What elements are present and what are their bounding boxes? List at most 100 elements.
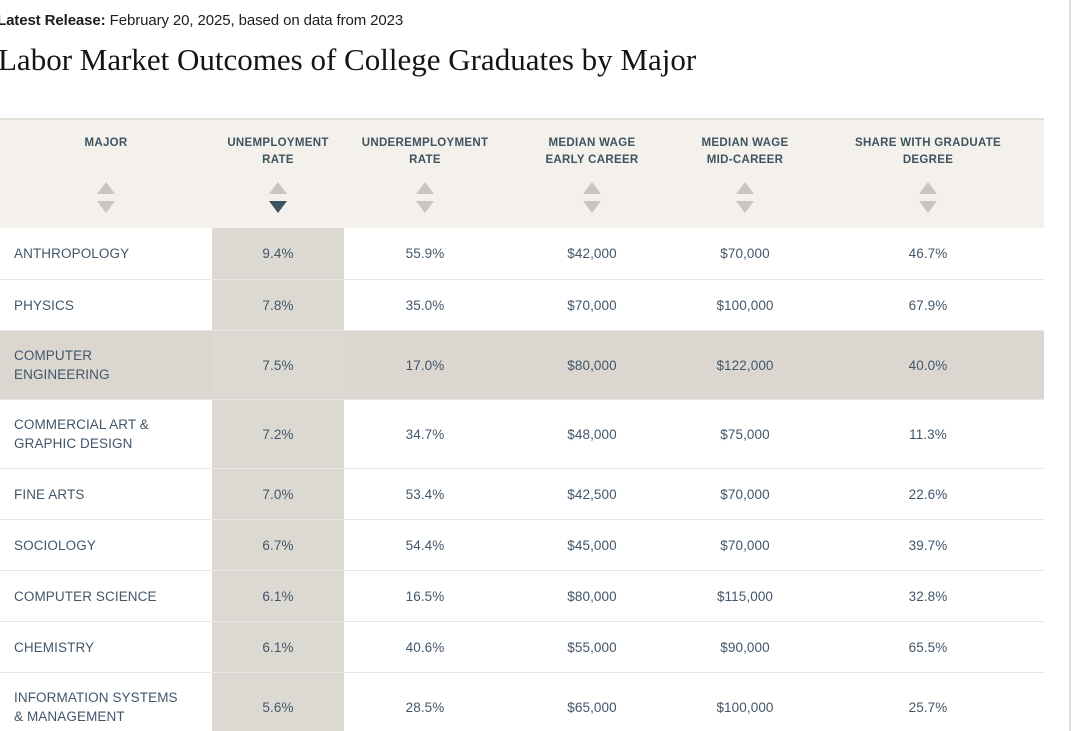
- table-row[interactable]: COMMERCIAL ART & GRAPHIC DESIGN 7.2% 34.…: [0, 399, 1044, 468]
- median-wage-mid-career-value: $100,000: [716, 699, 774, 715]
- sort-descending-icon[interactable]: [736, 201, 754, 213]
- share-with-graduate-degree-value: 32.8%: [908, 588, 948, 604]
- table-row[interactable]: ANTHROPOLOGY 9.4% 55.9% $42,000 $70,000 …: [0, 228, 1044, 279]
- share-with-graduate-degree-value: 65.5%: [908, 639, 948, 655]
- median-wage-early-career-cell: $65,000: [506, 673, 678, 731]
- major-label: COMPUTER ENGINEERING: [14, 348, 110, 382]
- column-header-median-wage-early-career-label: MEDIAN WAGE EARLY CAREER: [545, 137, 639, 166]
- median-wage-early-career-value: $42,500: [567, 486, 617, 502]
- table-body: ANTHROPOLOGY 9.4% 55.9% $42,000 $70,000 …: [0, 228, 1044, 731]
- sort-descending-icon[interactable]: [583, 201, 601, 213]
- unemployment-rate-value: 6.1%: [262, 639, 294, 655]
- median-wage-early-career-value: $70,000: [567, 297, 617, 313]
- latest-release-line: Latest Release: February 20, 2025, based…: [0, 12, 1080, 30]
- column-header-median-wage-mid-career[interactable]: MEDIAN WAGE MID-CAREER: [678, 120, 812, 228]
- underemployment-rate-value: 28.5%: [405, 699, 445, 715]
- sort-ascending-icon[interactable]: [583, 182, 601, 194]
- sort-arrows-underemployment-rate: [416, 182, 434, 213]
- table-row[interactable]: FINE ARTS 7.0% 53.4% $42,500 $70,000 22.…: [0, 468, 1044, 519]
- share-with-graduate-degree-cell: 32.8%: [812, 571, 1044, 621]
- underemployment-rate-cell: 16.5%: [344, 571, 506, 621]
- major-cell: INFORMATION SYSTEMS & MANAGEMENT: [0, 673, 212, 731]
- share-with-graduate-degree-cell: 67.9%: [812, 280, 1044, 330]
- major-label: CHEMISTRY: [14, 639, 95, 655]
- underemployment-rate-value: 53.4%: [405, 486, 445, 502]
- unemployment-rate-value: 6.7%: [262, 537, 294, 553]
- underemployment-rate-value: 55.9%: [405, 246, 445, 261]
- sort-arrows-unemployment-rate: [269, 182, 287, 213]
- share-with-graduate-degree-cell: 25.7%: [812, 673, 1044, 731]
- unemployment-rate-cell: 7.5%: [212, 331, 344, 399]
- share-with-graduate-degree-cell: 40.0%: [812, 331, 1044, 399]
- column-header-major-label: MAJOR: [84, 137, 128, 149]
- table-row[interactable]: INFORMATION SYSTEMS & MANAGEMENT 5.6% 28…: [0, 672, 1044, 731]
- median-wage-mid-career-cell: $122,000: [678, 331, 812, 399]
- column-header-share-with-graduate-degree[interactable]: SHARE WITH GRADUATE DEGREE: [812, 120, 1044, 228]
- median-wage-mid-career-value: $115,000: [716, 588, 774, 604]
- column-header-unemployment-rate[interactable]: UNEMPLOYMENT RATE: [212, 120, 344, 228]
- underemployment-rate-value: 35.0%: [405, 297, 445, 313]
- sort-arrows-median-wage-early-career: [583, 182, 601, 213]
- sort-ascending-icon[interactable]: [416, 182, 434, 194]
- median-wage-early-career-value: $48,000: [567, 426, 617, 442]
- share-with-graduate-degree-value: 25.7%: [908, 699, 948, 715]
- unemployment-rate-cell: 6.1%: [212, 622, 344, 672]
- underemployment-rate-value: 40.6%: [405, 639, 445, 655]
- share-with-graduate-degree-value: 11.3%: [909, 426, 947, 442]
- unemployment-rate-value: 7.2%: [262, 426, 294, 442]
- median-wage-mid-career-value: $122,000: [716, 357, 774, 373]
- major-label: SOCIOLOGY: [14, 537, 96, 553]
- unemployment-rate-cell: 6.1%: [212, 571, 344, 621]
- major-cell: FINE ARTS: [0, 469, 212, 519]
- median-wage-early-career-value: $80,000: [567, 588, 617, 604]
- median-wage-early-career-cell: $48,000: [506, 400, 678, 468]
- median-wage-mid-career-cell: $115,000: [678, 571, 812, 621]
- major-cell: COMPUTER SCIENCE: [0, 571, 212, 621]
- unemployment-rate-value: 7.0%: [262, 486, 294, 502]
- median-wage-early-career-cell: $42,500: [506, 469, 678, 519]
- major-label: FINE ARTS: [14, 486, 85, 502]
- sort-arrows-share-with-graduate-degree: [919, 182, 937, 213]
- underemployment-rate-value: 34.7%: [405, 426, 445, 442]
- table-row[interactable]: CHEMISTRY 6.1% 40.6% $55,000 $90,000 65.…: [0, 621, 1044, 672]
- major-label: COMPUTER SCIENCE: [14, 588, 157, 604]
- sort-descending-icon[interactable]: [919, 201, 937, 213]
- column-header-median-wage-early-career[interactable]: MEDIAN WAGE EARLY CAREER: [506, 120, 678, 228]
- unemployment-rate-cell: 6.7%: [212, 520, 344, 570]
- sort-descending-icon[interactable]: [97, 201, 115, 213]
- table-header-row: MAJOR UNEMPLOYMENT RATE UNDEREMPLOYMENT …: [0, 118, 1044, 228]
- underemployment-rate-cell: 55.9%: [344, 228, 506, 279]
- share-with-graduate-degree-cell: 65.5%: [812, 622, 1044, 672]
- column-header-underemployment-rate[interactable]: UNDEREMPLOYMENT RATE: [344, 120, 506, 228]
- table-row[interactable]: PHYSICS 7.8% 35.0% $70,000 $100,000 67.9…: [0, 279, 1044, 330]
- major-cell: ANTHROPOLOGY: [0, 228, 212, 279]
- major-label: COMMERCIAL ART & GRAPHIC DESIGN: [14, 417, 149, 451]
- sort-ascending-icon[interactable]: [736, 182, 754, 194]
- share-with-graduate-degree-cell: 39.7%: [812, 520, 1044, 570]
- sort-descending-icon[interactable]: [416, 201, 434, 213]
- median-wage-mid-career-value: $70,000: [720, 537, 770, 553]
- underemployment-rate-cell: 34.7%: [344, 400, 506, 468]
- median-wage-mid-career-cell: $90,000: [678, 622, 812, 672]
- sort-ascending-icon[interactable]: [919, 182, 937, 194]
- median-wage-mid-career-cell: $75,000: [678, 400, 812, 468]
- table-row[interactable]: COMPUTER ENGINEERING 7.5% 17.0% $80,000 …: [0, 330, 1044, 399]
- sort-ascending-icon[interactable]: [269, 182, 287, 194]
- sort-descending-icon-active[interactable]: [269, 201, 287, 213]
- underemployment-rate-cell: 35.0%: [344, 280, 506, 330]
- column-header-major[interactable]: MAJOR: [0, 120, 212, 228]
- table-row[interactable]: SOCIOLOGY 6.7% 54.4% $45,000 $70,000 39.…: [0, 519, 1044, 570]
- outcomes-table: MAJOR UNEMPLOYMENT RATE UNDEREMPLOYMENT …: [0, 118, 1044, 731]
- median-wage-mid-career-value: $70,000: [720, 246, 770, 261]
- unemployment-rate-cell: 9.4%: [212, 228, 344, 279]
- unemployment-rate-cell: 7.2%: [212, 400, 344, 468]
- median-wage-early-career-cell: $42,000: [506, 228, 678, 279]
- table-row[interactable]: COMPUTER SCIENCE 6.1% 16.5% $80,000 $115…: [0, 570, 1044, 621]
- median-wage-mid-career-cell: $100,000: [678, 673, 812, 731]
- unemployment-rate-cell: 7.8%: [212, 280, 344, 330]
- share-with-graduate-degree-cell: 11.3%: [812, 400, 1044, 468]
- sort-ascending-icon[interactable]: [97, 182, 115, 194]
- unemployment-rate-value: 7.5%: [262, 357, 294, 373]
- median-wage-mid-career-value: $70,000: [720, 486, 770, 502]
- median-wage-mid-career-value: $90,000: [720, 639, 770, 655]
